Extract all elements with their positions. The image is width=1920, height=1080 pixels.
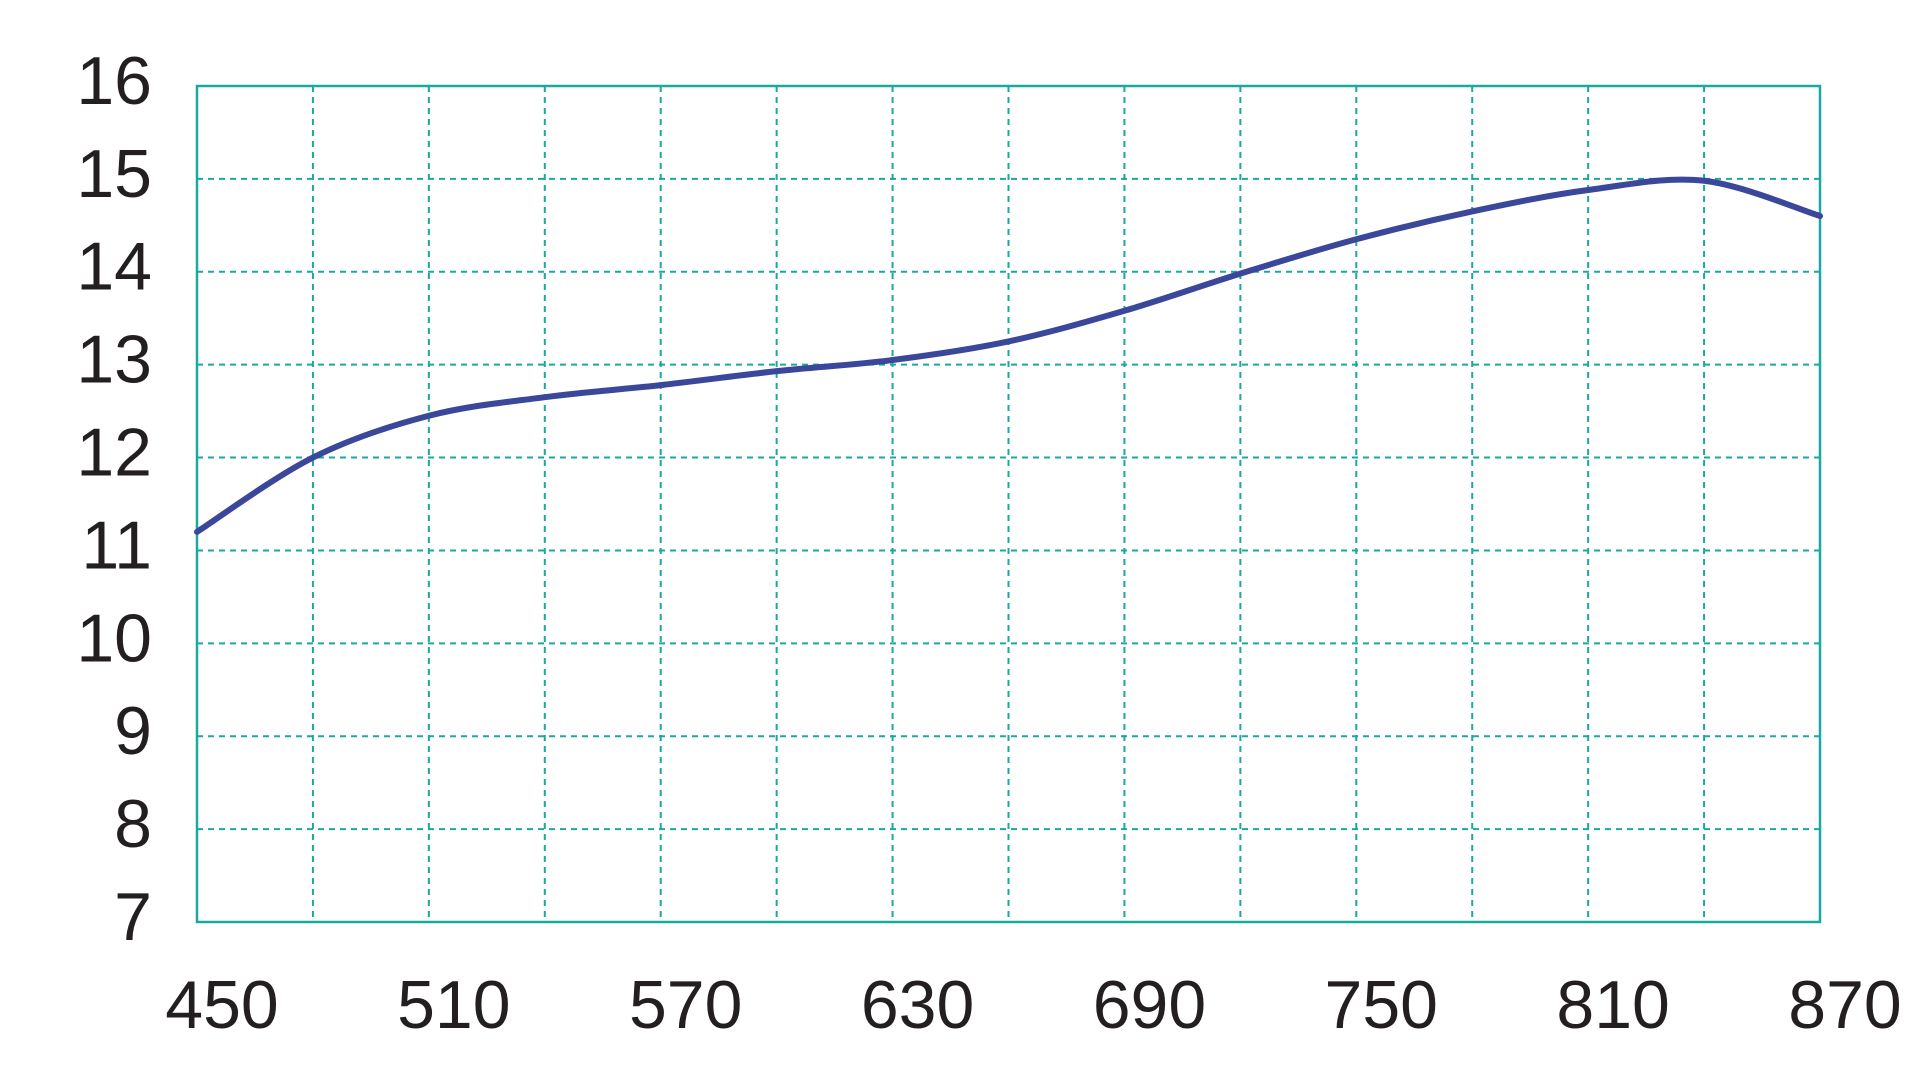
y-tick-label: 12 — [76, 415, 152, 491]
x-tick-label: 630 — [861, 967, 974, 1043]
y-tick-label: 11 — [81, 507, 152, 583]
plot-frame — [195, 84, 1822, 924]
y-tick-label: 10 — [76, 600, 152, 676]
x-tick-label: 570 — [629, 967, 742, 1043]
y-tick-label: 8 — [114, 786, 152, 862]
y-tick-label: 15 — [76, 136, 152, 212]
y-tick-label: 13 — [76, 322, 152, 398]
y-tick-label: 14 — [76, 229, 152, 305]
y-tick-label: 7 — [114, 879, 152, 955]
x-tick-label: 750 — [1325, 967, 1438, 1043]
x-tick-label: 870 — [1788, 967, 1901, 1043]
x-tick-label: 810 — [1556, 967, 1669, 1043]
x-tick-label: 510 — [397, 967, 510, 1043]
x-tick-label: 690 — [1093, 967, 1206, 1043]
data-line — [194, 176, 1823, 535]
y-tick-label: 9 — [114, 693, 152, 769]
x-tick-label: 450 — [165, 967, 278, 1043]
y-tick-label: 16 — [76, 43, 152, 119]
